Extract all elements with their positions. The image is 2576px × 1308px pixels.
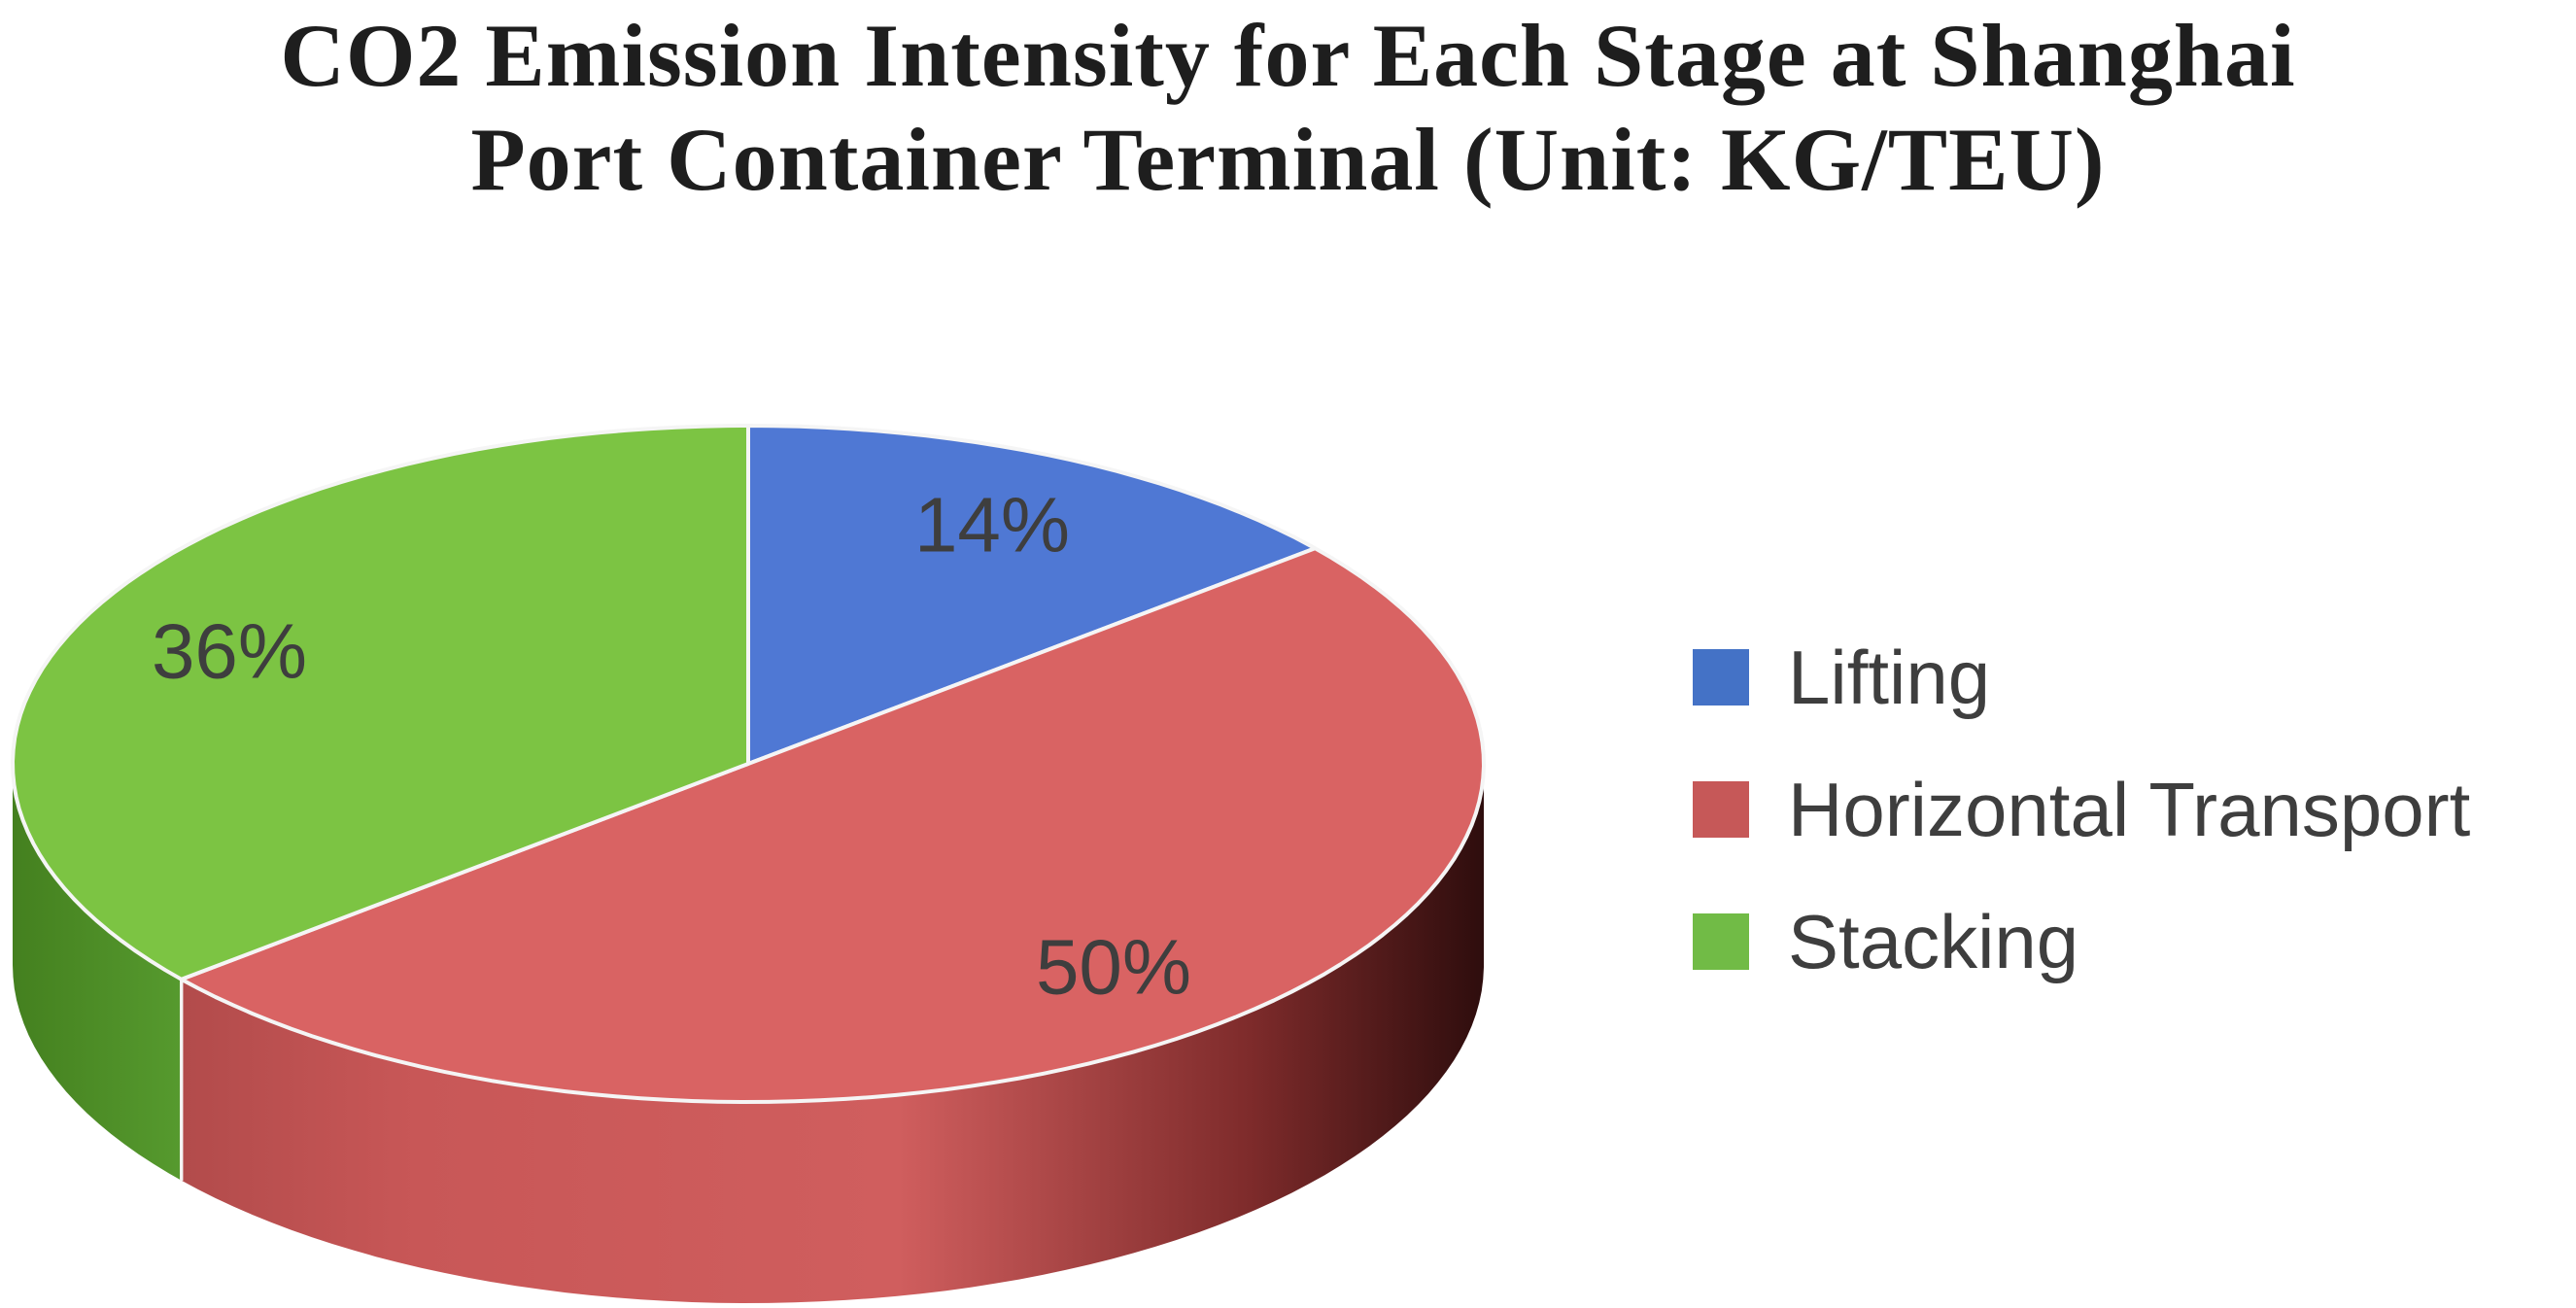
legend-label-lifting: Lifting [1788, 635, 1991, 720]
legend-key-lifting-swatch [1693, 649, 1749, 706]
slice-label-stacking: 36% [152, 608, 307, 695]
pie-slice-lifting [746, 424, 1318, 766]
legend: Lifting Horizontal Transport Stacking [1693, 635, 2471, 1037]
legend-key-horizontal-transport-swatch [1693, 781, 1749, 838]
chart-title-line-1: CO2 Emission Intensity for Each Stage at… [280, 6, 2296, 105]
legend-label-stacking: Stacking [1788, 899, 2079, 984]
legend-item-stacking: Stacking [1693, 899, 2470, 984]
chart-title: CO2 Emission Intensity for Each Stage at… [0, 4, 2576, 211]
pie-slice-horizontal-transport-side [181, 764, 1485, 1303]
legend-item-lifting: Lifting [1693, 635, 2470, 720]
slice-label-horizontal-transport: 50% [1036, 924, 1191, 1011]
slice-label-lifting: 14% [914, 482, 1070, 568]
pie-slice-stacking-side [13, 764, 182, 1181]
legend-item-horizontal-transport: Horizontal Transport [1693, 767, 2471, 852]
legend-label-horizontal-transport: Horizontal Transport [1788, 767, 2471, 852]
legend-key-stacking-swatch [1693, 913, 1749, 970]
chart-title-line-2: Port Container Terminal (Unit: KG/TEU) [470, 109, 2106, 209]
pie-slice-horizontal-transport [179, 546, 1486, 1104]
pie-slice-stacking [11, 424, 750, 981]
